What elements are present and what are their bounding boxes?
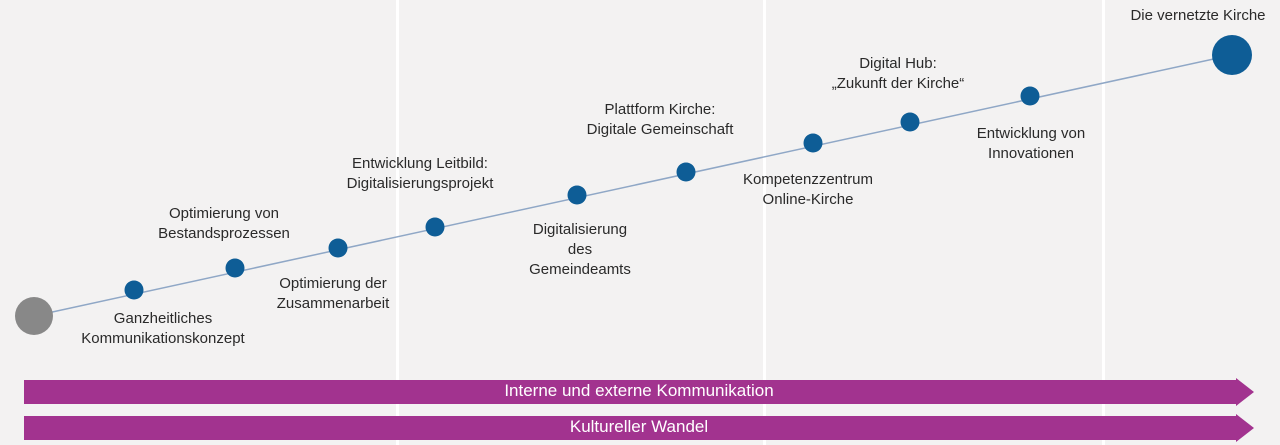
end-node	[1212, 35, 1252, 75]
label-line: Online-Kirche	[762, 191, 854, 208]
milestone-node	[676, 162, 696, 182]
label-line: „Zukunft der Kirche“	[831, 75, 965, 92]
label-line: Ganzheitliches	[113, 310, 213, 327]
milestone-node	[425, 217, 445, 237]
label-line: Kommunikationskonzept	[81, 330, 245, 347]
label-line: Bestandsprozessen	[158, 225, 290, 242]
arrow-shape-icon	[24, 378, 1254, 406]
label-line: Gemeindeamts	[529, 261, 631, 278]
label-line: Kompetenzzentrum	[742, 171, 874, 188]
milestone-node	[225, 258, 245, 278]
label-line: Digitalisierung	[532, 221, 628, 238]
milestone-label-kompetenzzentrum: Kompetenzzentrum Online-Kirche	[743, 170, 873, 210]
milestone-label-plattform: Plattform Kirche: Digitale Gemeinschaft	[587, 100, 734, 140]
label-line: Plattform Kirche:	[604, 101, 716, 118]
milestone-label-digital-hub: Digital Hub: „Zukunft der Kirche“	[832, 54, 965, 94]
column-separator-3	[1102, 0, 1105, 445]
label-line: Optimierung von	[168, 205, 280, 222]
milestone-label-gemeindeamt: Digitalisierung des Gemeindeamts	[529, 220, 631, 280]
milestone-label-bestandsprozessen: Optimierung von Bestandsprozessen	[158, 204, 290, 244]
label-line: Optimierung der	[279, 275, 387, 292]
milestone-label-kommunikationskonzept: Ganzheitliches Kommunikationskonzept	[81, 309, 244, 349]
label-line: Entwicklung Leitbild:	[352, 155, 488, 172]
milestone-label-zusammenarbeit: Optimierung der Zusammenarbeit	[277, 274, 390, 314]
label-line: Digitale Gemeinschaft	[586, 121, 734, 138]
arrow-communication: Interne und externe Kommunikation	[24, 378, 1256, 406]
label-line: Innovationen	[988, 145, 1074, 162]
column-separator-1	[396, 0, 399, 445]
milestone-node	[124, 280, 144, 300]
label-line: Digital Hub:	[859, 55, 937, 72]
milestone-node	[803, 133, 823, 153]
milestone-node	[900, 112, 920, 132]
milestone-node	[567, 185, 587, 205]
label-line: Zusammenarbeit	[276, 295, 390, 312]
label-line: Entwicklung von	[976, 125, 1086, 142]
milestone-label-innovationen: Entwicklung von Innovationen	[977, 124, 1085, 164]
milestone-node	[328, 238, 348, 258]
timeline-line	[33, 54, 1233, 317]
label-line: Die vernetzte Kirche	[1130, 7, 1266, 24]
milestone-label-leitbild: Entwicklung Leitbild: Digitalisierungspr…	[347, 154, 494, 194]
milestone-node	[1020, 86, 1040, 106]
arrow-cultural-change: Kultureller Wandel	[24, 414, 1256, 442]
column-separator-2	[763, 0, 766, 445]
arrow-label: Interne und externe Kommunikation	[504, 381, 774, 400]
arrow-shape-icon	[24, 414, 1254, 442]
end-label: Die vernetzte Kirche	[1130, 6, 1265, 26]
start-node	[15, 297, 53, 335]
label-line: des	[567, 241, 593, 258]
label-line: Digitalisierungsprojekt	[346, 175, 494, 192]
arrow-label: Kultureller Wandel	[569, 417, 709, 436]
